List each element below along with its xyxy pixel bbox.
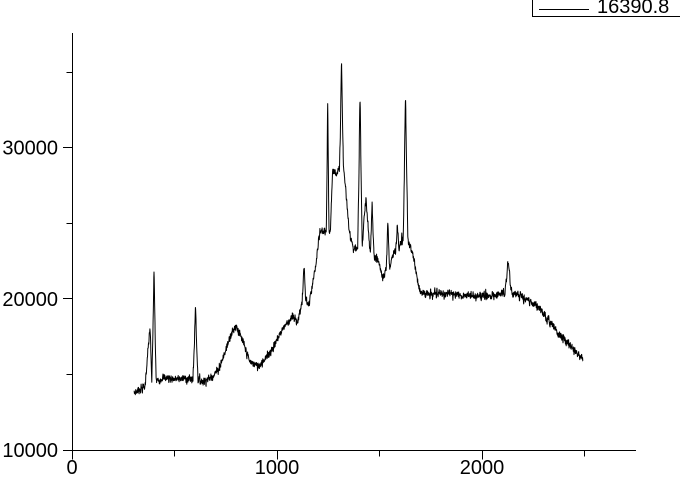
svg-text:16390.8: 16390.8	[597, 0, 669, 18]
svg-text:0: 0	[66, 457, 77, 479]
svg-text:20000: 20000	[2, 289, 58, 311]
svg-text:1000: 1000	[255, 457, 300, 479]
svg-text:30000: 30000	[2, 138, 58, 160]
svg-text:10000: 10000	[2, 440, 58, 462]
svg-text:2000: 2000	[460, 457, 505, 479]
